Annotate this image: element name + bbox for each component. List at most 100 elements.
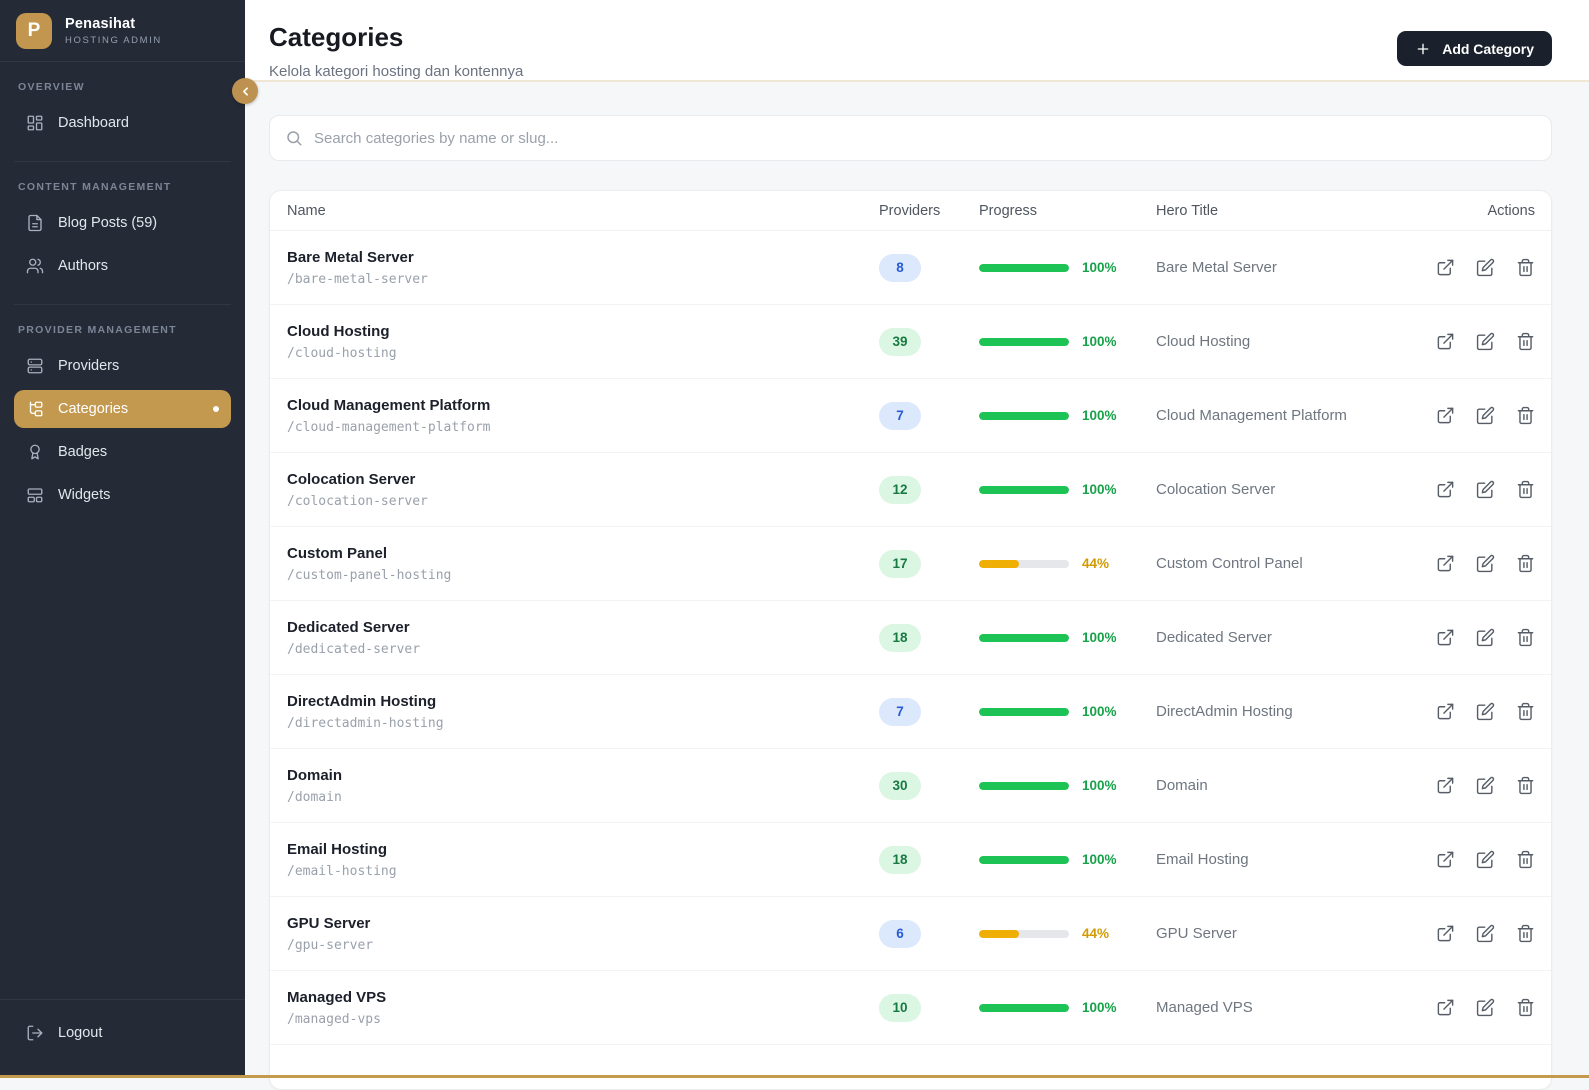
column-header-providers: Providers xyxy=(879,202,941,219)
delete-category-button[interactable] xyxy=(1516,406,1535,425)
edit-category-button[interactable] xyxy=(1476,702,1495,721)
delete-category-button[interactable] xyxy=(1516,850,1535,869)
trash-icon xyxy=(1517,554,1534,573)
edit-category-button[interactable] xyxy=(1476,406,1495,425)
delete-category-button[interactable] xyxy=(1516,480,1535,499)
table-row: Email Hosting /email-hosting 18 100% Ema… xyxy=(270,823,1551,897)
delete-category-button[interactable] xyxy=(1516,776,1535,795)
open-category-button[interactable] xyxy=(1436,554,1455,573)
progress-percent: 100% xyxy=(1082,1000,1117,1015)
delete-category-button[interactable] xyxy=(1516,628,1535,647)
progress-fill xyxy=(979,559,1019,568)
content: Name Providers Progress Hero Title Actio… xyxy=(245,82,1589,1090)
edit-icon xyxy=(1476,702,1495,721)
external-link-icon xyxy=(1437,999,1454,1016)
open-category-button[interactable] xyxy=(1436,406,1455,425)
category-name: Custom Panel xyxy=(287,544,388,562)
trash-icon xyxy=(1517,628,1534,647)
category-slug: /cloud-management-platform xyxy=(287,419,491,435)
add-category-label: Add Category xyxy=(1442,40,1534,57)
edit-category-button[interactable] xyxy=(1476,850,1495,869)
sidebar-item-widgets[interactable]: Widgets xyxy=(14,476,231,514)
categories-table: Name Providers Progress Hero Title Actio… xyxy=(269,190,1552,1090)
category-name: Colocation Server xyxy=(287,470,416,488)
edit-category-button[interactable] xyxy=(1476,258,1495,277)
edit-category-button[interactable] xyxy=(1476,924,1495,943)
open-category-button[interactable] xyxy=(1436,998,1455,1017)
category-slug: /email-hosting xyxy=(287,863,397,879)
sidebar-section-label: PROVIDER MANAGEMENT xyxy=(18,324,177,336)
brand: P Penasihat HOSTING ADMIN xyxy=(0,0,245,62)
progress-fill xyxy=(979,929,1019,938)
delete-category-button[interactable] xyxy=(1516,554,1535,573)
progress-bar xyxy=(979,781,1069,790)
edit-icon xyxy=(1476,480,1495,499)
edit-icon xyxy=(1476,628,1495,647)
delete-category-button[interactable] xyxy=(1516,258,1535,277)
progress-cell: 100% xyxy=(979,630,1156,645)
providers-count-badge: 8 xyxy=(879,253,921,282)
sidebar-section-label: CONTENT MANAGEMENT xyxy=(18,181,172,193)
hero-title: Bare Metal Server xyxy=(1156,259,1277,276)
progress-bar xyxy=(979,929,1069,938)
edit-category-button[interactable] xyxy=(1476,998,1495,1017)
progress-percent: 100% xyxy=(1082,630,1117,645)
external-link-icon xyxy=(1437,555,1454,572)
open-category-button[interactable] xyxy=(1436,850,1455,869)
progress-fill xyxy=(979,263,1069,272)
category-slug: /colocation-server xyxy=(287,493,428,509)
sidebar-item-label: Badges xyxy=(58,444,108,460)
open-category-button[interactable] xyxy=(1436,332,1455,351)
progress-fill xyxy=(979,485,1069,494)
sidebar-item-providers[interactable]: Providers xyxy=(14,347,231,385)
progress-bar xyxy=(979,633,1069,642)
providers-icon xyxy=(27,358,43,374)
sidebar-collapse-button[interactable] xyxy=(232,78,258,104)
sidebar-item-badges[interactable]: Badges xyxy=(14,433,231,471)
providers-icon xyxy=(26,357,44,375)
category-name: Cloud Management Platform xyxy=(287,396,491,414)
delete-category-button[interactable] xyxy=(1516,332,1535,351)
trash-icon xyxy=(1517,480,1534,499)
hero-title: Custom Control Panel xyxy=(1156,555,1303,572)
open-category-button[interactable] xyxy=(1436,776,1455,795)
sidebar-item-dashboard[interactable]: Dashboard xyxy=(14,104,231,142)
table-row: Managed VPS /managed-vps 10 100% Managed… xyxy=(270,971,1551,1045)
add-category-button[interactable]: Add Category xyxy=(1397,31,1552,66)
edit-category-button[interactable] xyxy=(1476,628,1495,647)
badges-icon xyxy=(26,443,44,461)
category-slug: /domain xyxy=(287,789,342,805)
delete-category-button[interactable] xyxy=(1516,924,1535,943)
edit-icon xyxy=(1476,776,1495,795)
open-category-button[interactable] xyxy=(1436,480,1455,499)
open-category-button[interactable] xyxy=(1436,628,1455,647)
progress-bar xyxy=(979,707,1069,716)
delete-category-button[interactable] xyxy=(1516,702,1535,721)
edit-category-button[interactable] xyxy=(1476,776,1495,795)
open-category-button[interactable] xyxy=(1436,258,1455,277)
table-body: Bare Metal Server /bare-metal-server 8 1… xyxy=(270,231,1551,1045)
progress-bar xyxy=(979,485,1069,494)
sidebar: P Penasihat HOSTING ADMIN OVERVIEW Dashb… xyxy=(0,0,258,1078)
edit-category-button[interactable] xyxy=(1476,554,1495,573)
sidebar-item-blog-posts-59[interactable]: Blog Posts (59) xyxy=(14,204,231,242)
logout-button[interactable]: Logout xyxy=(14,1014,231,1052)
edit-category-button[interactable] xyxy=(1476,332,1495,351)
progress-percent: 100% xyxy=(1082,704,1117,719)
open-category-button[interactable] xyxy=(1436,702,1455,721)
search-input[interactable] xyxy=(269,115,1552,161)
edit-category-button[interactable] xyxy=(1476,480,1495,499)
providers-count-badge: 18 xyxy=(879,623,921,652)
progress-fill xyxy=(979,707,1069,716)
sidebar-item-authors[interactable]: Authors xyxy=(14,247,231,285)
brand-logo: P xyxy=(16,12,52,49)
progress-fill xyxy=(979,781,1069,790)
sidebar-item-categories[interactable]: Categories xyxy=(14,390,231,428)
edit-icon xyxy=(1476,924,1495,943)
logout-icon xyxy=(26,1024,44,1042)
hero-title: Cloud Hosting xyxy=(1156,333,1251,350)
delete-category-button[interactable] xyxy=(1516,998,1535,1017)
open-category-button[interactable] xyxy=(1436,924,1455,943)
plus-icon xyxy=(1417,43,1429,54)
progress-cell: 100% xyxy=(979,408,1156,423)
